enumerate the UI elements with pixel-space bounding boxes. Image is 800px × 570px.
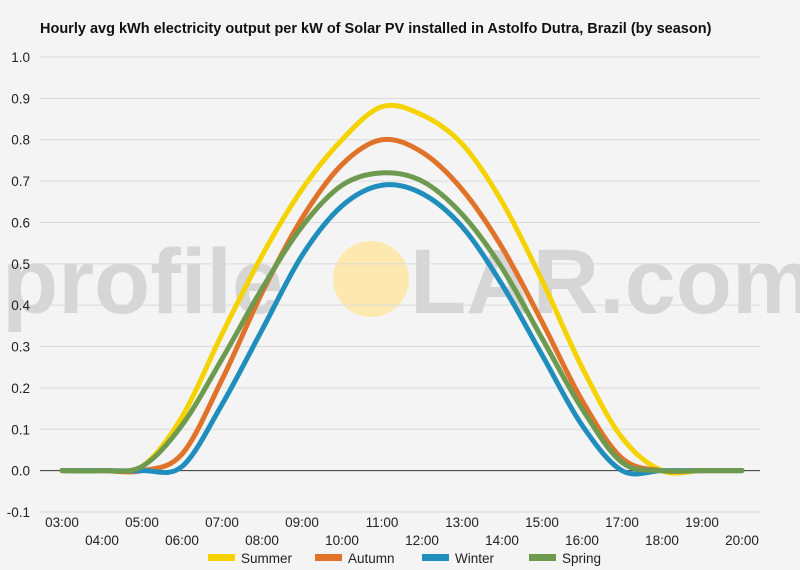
y-tick-label: 1.0 <box>11 50 30 65</box>
x-tick-label: 15:00 <box>525 515 559 530</box>
watermark-text-left: profile <box>2 231 283 333</box>
series-line-summer <box>59 102 745 476</box>
y-axis: -0.1 0.0 0.1 0.2 0.3 0.4 0.5 0.6 0.7 0.8 0.9 1.0 <box>7 50 31 520</box>
x-tick-label: 16:00 <box>565 533 599 548</box>
legend: Summer Autumn Winter Spring <box>208 551 601 566</box>
x-tick-label: 19:00 <box>685 515 719 530</box>
x-tick-label: 14:00 <box>485 533 519 548</box>
x-tick-label: 05:00 <box>125 515 159 530</box>
series-line-spring <box>59 170 745 474</box>
y-tick-label: 0.8 <box>11 133 30 148</box>
y-tick-label: 0.1 <box>11 422 30 437</box>
x-tick-label: 08:00 <box>245 533 279 548</box>
x-tick-label: 04:00 <box>85 533 119 548</box>
y-tick-label: 0.4 <box>11 298 30 313</box>
plot-area <box>59 102 745 477</box>
y-tick-label: 0.6 <box>11 215 30 230</box>
y-tick-label: 0.0 <box>11 464 30 479</box>
legend-label-summer: Summer <box>241 551 293 566</box>
legend-swatch-winter <box>422 554 449 561</box>
chart-title: Hourly avg kWh electricity output per kW… <box>40 21 712 37</box>
x-axis: 03:00 04:00 05:00 06:00 07:00 08:00 09:00 10:00… <box>45 515 759 548</box>
legend-label-spring: Spring <box>562 551 601 566</box>
x-tick-label: 17:00 <box>605 515 639 530</box>
x-tick-label: 18:00 <box>645 533 679 548</box>
y-tick-label: 0.9 <box>11 91 30 106</box>
watermark-sun-icon <box>333 241 409 317</box>
x-tick-label: 09:00 <box>285 515 319 530</box>
x-tick-label: 06:00 <box>165 533 199 548</box>
y-tick-label: 0.5 <box>11 257 30 272</box>
watermark: profile LAR.com <box>2 231 800 333</box>
legend-swatch-summer <box>208 554 235 561</box>
legend-swatch-spring <box>529 554 556 561</box>
series-line-winter <box>59 182 745 477</box>
x-tick-label: 07:00 <box>205 515 239 530</box>
legend-label-winter: Winter <box>455 551 495 566</box>
x-tick-label: 20:00 <box>725 533 759 548</box>
x-tick-label: 10:00 <box>325 533 359 548</box>
x-tick-label: 11:00 <box>366 515 399 530</box>
x-tick-label: 12:00 <box>405 533 439 548</box>
y-tick-label: 0.2 <box>11 381 30 396</box>
x-tick-label: 03:00 <box>45 515 79 530</box>
watermark-text-right: LAR.com <box>410 231 800 333</box>
y-tick-label: -0.1 <box>7 505 30 520</box>
series-line-autumn <box>59 136 745 475</box>
legend-label-autumn: Autumn <box>348 551 395 566</box>
x-tick-label: 13:00 <box>445 515 479 530</box>
legend-swatch-autumn <box>315 554 342 561</box>
y-tick-label: 0.3 <box>11 340 30 355</box>
y-tick-label: 0.7 <box>11 174 30 189</box>
